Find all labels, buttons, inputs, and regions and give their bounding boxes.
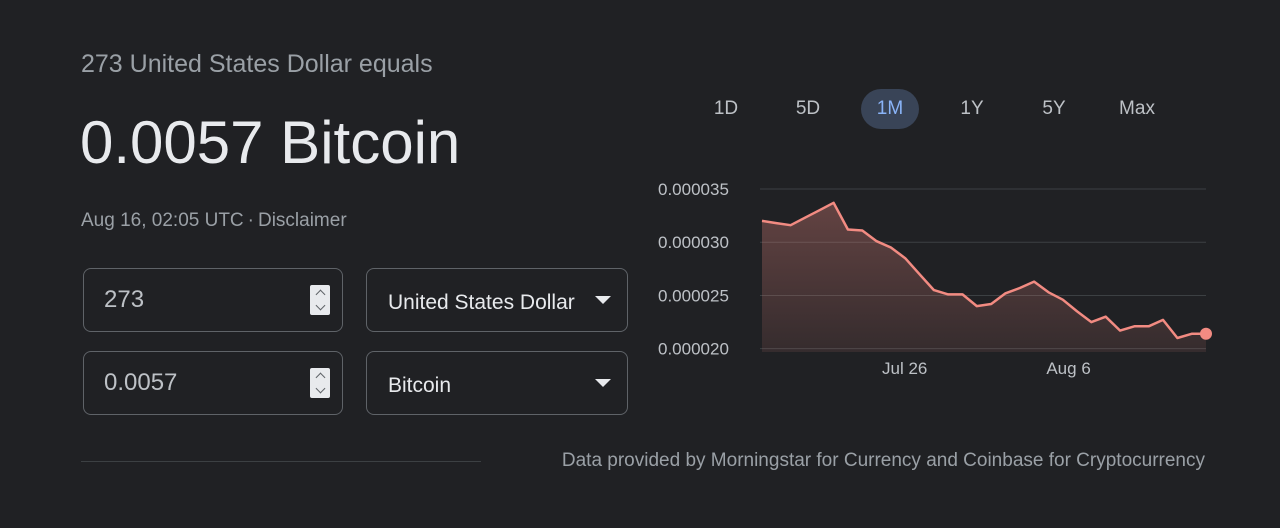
y-tick-label: 0.000030 bbox=[658, 233, 729, 252]
to-amount-stepper[interactable] bbox=[310, 368, 330, 398]
dropdown-caret-icon bbox=[595, 296, 611, 304]
chart-svg: 0.000035 0.000030 0.000025 0.000020 Jul 26 Au… bbox=[658, 180, 1212, 378]
tab-1d[interactable]: 1D bbox=[713, 98, 739, 119]
dropdown-caret-icon bbox=[595, 379, 611, 387]
x-tick-label: Aug 6 bbox=[1046, 359, 1090, 378]
from-currency-label: United States Dollar bbox=[388, 291, 575, 314]
to-amount-field[interactable] bbox=[83, 351, 343, 415]
tab-1y[interactable]: 1Y bbox=[960, 98, 984, 119]
from-currency-select[interactable]: United States Dollar bbox=[366, 268, 628, 332]
from-amount-input[interactable] bbox=[104, 269, 304, 331]
stepper-up-icon[interactable] bbox=[315, 372, 325, 383]
from-amount-stepper[interactable] bbox=[310, 285, 330, 315]
timestamp: Aug 16, 02:05 UTC bbox=[81, 210, 244, 231]
tab-5d[interactable]: 5D bbox=[795, 98, 821, 119]
tab-5y[interactable]: 5Y bbox=[1042, 98, 1066, 119]
series-area-fill bbox=[762, 202, 1206, 352]
to-currency-label: Bitcoin bbox=[388, 374, 452, 397]
disclaimer-link[interactable]: Disclaimer bbox=[257, 210, 347, 231]
y-tick-label: 0.000020 bbox=[658, 340, 729, 359]
conversion-equals-text: 273 United States Dollar equals bbox=[81, 50, 433, 78]
series-line bbox=[761, 201, 1206, 340]
stepper-down-icon[interactable] bbox=[315, 383, 325, 394]
y-tick-label: 0.000035 bbox=[658, 180, 729, 199]
conversion-meta: Aug 16, 02:05 UTC · Disclaimer bbox=[81, 210, 347, 232]
last-point-marker bbox=[1200, 327, 1212, 340]
tab-max[interactable]: Max bbox=[1119, 98, 1155, 119]
footer-divider bbox=[81, 461, 481, 462]
to-amount-input[interactable] bbox=[104, 352, 304, 414]
x-tick-label: Jul 26 bbox=[882, 359, 927, 378]
y-tick-label: 0.000025 bbox=[658, 286, 729, 305]
data-source-text: Data provided by Morningstar for Currenc… bbox=[561, 450, 1205, 471]
conversion-result: 0.0057 Bitcoin bbox=[80, 109, 461, 176]
exchange-rate-chart[interactable]: 0.000035 0.000030 0.000025 0.000020 Jul 26 Au… bbox=[640, 170, 1240, 390]
stepper-up-icon[interactable] bbox=[315, 289, 325, 300]
from-amount-field[interactable] bbox=[83, 268, 343, 332]
to-currency-select[interactable]: Bitcoin bbox=[366, 351, 628, 415]
tab-1m[interactable]: 1M bbox=[861, 89, 919, 129]
meta-separator: · bbox=[247, 210, 254, 231]
stepper-down-icon[interactable] bbox=[315, 300, 325, 311]
